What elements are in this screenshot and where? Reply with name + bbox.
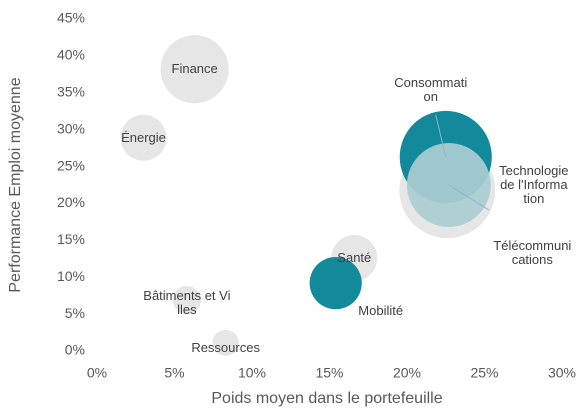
y-tick-label: 10% (57, 268, 85, 284)
bubble-label: Énergie (121, 129, 166, 145)
bubble-label: Consommation (394, 74, 468, 104)
bubble-label: Finance (171, 61, 218, 77)
y-tick-label: 30% (57, 120, 85, 136)
x-tick-label: 25% (470, 365, 498, 381)
bubble-label: Ressources (191, 339, 260, 355)
bubble-label: Mobilité (358, 303, 404, 319)
y-tick-label: 25% (57, 157, 85, 173)
x-tick-label: 15% (315, 365, 343, 381)
x-tick-label: 10% (238, 365, 266, 381)
y-tick-label: 45% (57, 10, 85, 26)
y-tick-label: 35% (57, 83, 85, 99)
bubble (212, 329, 239, 356)
y-tick-label: 15% (57, 231, 85, 247)
x-tick-label: 20% (393, 365, 421, 381)
bubble (160, 35, 229, 104)
bubble-label: Télécommunications (493, 238, 572, 268)
x-axis-title: Poids moyen dans le portefeuille (211, 390, 442, 407)
bubble (120, 114, 167, 161)
bubble (172, 285, 202, 315)
y-axis-title: Performance Emploi moyenne (7, 77, 24, 292)
x-tick-label: 30% (548, 365, 576, 381)
x-tick-label: 0% (87, 365, 107, 381)
leader-line (448, 184, 490, 211)
y-tick-label: 40% (57, 47, 85, 63)
y-tick-label: 5% (65, 305, 85, 321)
y-tick-label: 20% (57, 194, 85, 210)
y-tick-label: 0% (65, 342, 85, 358)
bubble (309, 257, 362, 310)
bubble-label: Bâtiments et Villes (143, 288, 231, 318)
leader-line (435, 114, 447, 158)
bubble-label: Technologie de l'Information (499, 163, 569, 206)
bubble-label: Santé (337, 250, 372, 266)
x-tick-label: 5% (164, 365, 184, 381)
